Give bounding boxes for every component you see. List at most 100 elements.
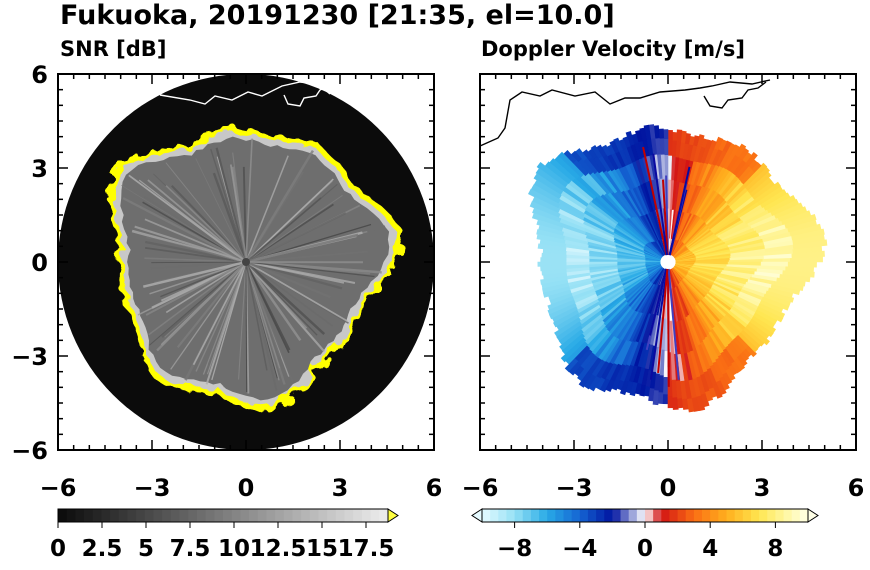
colorbar-swatch bbox=[66, 509, 76, 522]
colorbar-swatch bbox=[379, 509, 389, 522]
colorbar-frame bbox=[57, 508, 389, 523]
snr-ray bbox=[244, 150, 315, 263]
colorbar-swatch bbox=[275, 509, 285, 522]
doppler-cell bbox=[537, 261, 552, 267]
doppler-center-gap bbox=[661, 255, 675, 269]
doppler-cell bbox=[810, 250, 825, 258]
snr-ray bbox=[245, 261, 345, 284]
colorbar-swatch bbox=[571, 509, 581, 522]
x-tick-label: −6 bbox=[40, 474, 77, 502]
x-tick-label: −6 bbox=[462, 474, 499, 502]
colorbar-swatch bbox=[101, 509, 111, 522]
doppler-streak bbox=[649, 261, 669, 380]
colorbar-swatch bbox=[693, 509, 703, 522]
colorbar-swatch bbox=[767, 509, 776, 522]
doppler-cell bbox=[629, 381, 639, 397]
doppler-streak bbox=[667, 261, 670, 387]
doppler-cell bbox=[667, 154, 673, 180]
colorbar-extend-max bbox=[807, 508, 819, 523]
doppler-cell bbox=[787, 261, 807, 268]
doppler-cell bbox=[781, 194, 796, 206]
colorbar-swatch bbox=[309, 509, 319, 522]
doppler-cell bbox=[730, 144, 741, 156]
doppler-cell bbox=[767, 181, 782, 194]
colorbar-swatch bbox=[136, 509, 146, 522]
colorbar-swatch bbox=[587, 509, 597, 522]
doppler-cell bbox=[662, 394, 669, 405]
doppler-ticks: −6 −3 0 3 6 bbox=[462, 73, 864, 502]
doppler-cell bbox=[622, 136, 631, 148]
doppler-cell bbox=[799, 270, 815, 278]
x-tick-label: 0 bbox=[238, 474, 255, 502]
snr-ray bbox=[245, 261, 291, 351]
snr-ray bbox=[165, 185, 247, 263]
doppler-cell bbox=[657, 392, 664, 405]
snr-ray bbox=[134, 225, 247, 264]
doppler-cell bbox=[611, 379, 621, 391]
snr-ray bbox=[223, 261, 247, 388]
snr-ray bbox=[238, 261, 247, 380]
coastline-doppler bbox=[480, 79, 771, 147]
doppler-cell bbox=[652, 390, 660, 406]
y-tick-label: −6 bbox=[11, 437, 48, 465]
colorbar-swatch bbox=[370, 509, 380, 522]
doppler-cell bbox=[609, 140, 620, 154]
doppler-cell bbox=[536, 219, 548, 228]
doppler-cell bbox=[536, 233, 551, 242]
doppler-cell bbox=[753, 162, 768, 177]
colorbar-tick-label: 4 bbox=[702, 536, 718, 562]
colorbar-swatch bbox=[179, 509, 189, 522]
colorbar-swatch bbox=[563, 509, 573, 522]
doppler-cell bbox=[696, 395, 706, 412]
doppler-cell bbox=[807, 223, 822, 233]
doppler-cell bbox=[757, 333, 770, 346]
doppler-cell bbox=[590, 144, 603, 159]
colorbar-swatch bbox=[710, 509, 719, 522]
doppler-cell bbox=[805, 261, 817, 268]
x-tick-label: 0 bbox=[660, 474, 677, 502]
doppler-streak bbox=[667, 166, 691, 263]
doppler-cell bbox=[733, 357, 746, 371]
colorbar-swatch bbox=[490, 509, 499, 522]
doppler-cell bbox=[736, 354, 748, 367]
colorbar-swatch bbox=[677, 509, 687, 522]
snr-ray bbox=[202, 261, 247, 375]
colorbar-swatch bbox=[344, 509, 354, 522]
colorbar-swatch bbox=[257, 509, 267, 522]
doppler-cell bbox=[713, 136, 724, 151]
doppler-cell bbox=[540, 257, 552, 263]
x-tick-label: −3 bbox=[134, 474, 171, 502]
doppler-cell bbox=[663, 351, 669, 378]
colorbar-tick-label: 17.5 bbox=[338, 536, 395, 562]
colorbar-swatch bbox=[118, 509, 128, 522]
colorbar-tick-label: −8 bbox=[497, 536, 532, 562]
doppler-cell bbox=[709, 139, 717, 150]
snr-ray bbox=[242, 166, 247, 263]
colorbar-swatch bbox=[292, 509, 302, 522]
colorbar-swatch bbox=[84, 509, 94, 522]
snr-ticks: −6 −3 0 3 6 6 3 0 −3 −6 bbox=[11, 61, 442, 502]
doppler-cell bbox=[542, 290, 556, 298]
doppler-cell bbox=[705, 390, 714, 402]
colorbar-swatch bbox=[231, 509, 241, 522]
doppler-cell bbox=[639, 127, 647, 141]
snr-ray bbox=[245, 261, 248, 393]
doppler-cell bbox=[794, 206, 808, 216]
colorbar-extend-max bbox=[387, 508, 399, 523]
colorbar-swatch bbox=[742, 509, 752, 522]
doppler-cell bbox=[764, 323, 777, 334]
doppler-cell bbox=[751, 161, 762, 173]
colorbar-swatch bbox=[170, 509, 180, 522]
doppler-cell bbox=[780, 294, 795, 303]
colorbar-swatch bbox=[144, 509, 154, 522]
doppler-cell bbox=[550, 257, 567, 263]
coastline-snr-harbor bbox=[283, 85, 329, 107]
snr-ray bbox=[144, 218, 247, 263]
colorbar-swatch bbox=[636, 509, 646, 522]
doppler-cell bbox=[760, 261, 789, 267]
colorbar-swatch bbox=[718, 509, 727, 522]
snr-ray bbox=[148, 261, 247, 336]
snr-ray bbox=[245, 197, 322, 263]
coastline-doppler-harbor bbox=[703, 81, 767, 109]
